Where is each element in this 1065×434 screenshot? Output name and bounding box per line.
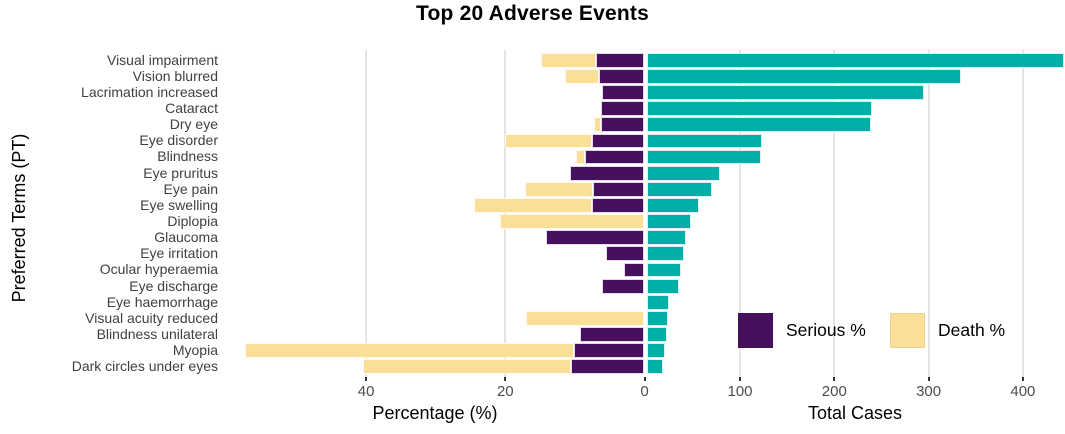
x-tick [833,377,836,381]
bar-serious [570,165,645,181]
gridline-percentage [365,50,368,377]
y-tick-label: Visual acuity reduced [85,309,218,326]
bar-death [363,359,571,375]
legend-swatch-serious [738,313,773,348]
y-tick-label: Glaucoma [154,229,218,246]
y-tick-label: Eye pain [163,180,218,197]
bar-total-cases [646,359,663,375]
bar-serious [602,278,645,294]
bar-total-cases [646,262,681,278]
bar-serious [602,85,645,100]
x-tick [927,377,930,381]
bar-serious [592,181,645,197]
bar-total-cases [646,149,761,165]
y-tick-label: Eye discharge [129,277,218,294]
bar-total-cases [646,278,679,294]
bar-death [526,311,645,326]
x-tick-label: 400 [1010,383,1036,400]
y-tick-label: Diplopia [167,213,218,229]
bar-serious [545,230,645,246]
bar-serious [570,359,645,375]
x-axis-title-total-cases: Total Cases [807,403,903,423]
bar-total-cases [646,214,691,229]
bar-total-cases [646,198,700,213]
bar-serious [580,327,645,342]
x-tick [365,377,368,381]
y-tick-label: Lacrimation increased [81,83,218,100]
gridline-total-cases [1021,50,1024,377]
bar-serious [591,133,645,149]
y-tick-label: Eye haemorrhage [106,293,218,310]
x-tick-label: 40 [357,383,375,400]
gridline-total-cases [833,50,836,377]
x-tick-label: 300 [916,383,942,400]
bar-death [505,133,592,149]
bar-total-cases [646,327,668,342]
x-tick-label: 100 [727,383,753,400]
bar-serious [601,117,645,133]
bar-death [473,198,593,213]
bar-total-cases [646,294,670,310]
bar-total-cases [646,101,872,117]
legend-label-death: Death % [938,320,1006,340]
x-tick [1021,377,1024,381]
x-tick-label: 200 [821,383,847,400]
y-tick-label: Dark circles under eyes [71,358,218,375]
bar-serious [595,52,645,68]
bar-death [540,52,596,68]
y-tick-label: Eye pruritus [143,164,218,181]
bar-total-cases [646,52,1065,68]
bar-serious [601,101,645,117]
bar-total-cases [646,165,721,181]
y-tick-label: Dry eye [169,116,218,133]
y-tick-label: Eye swelling [140,196,218,213]
bar-serious [606,246,645,262]
y-tick-label: Eye irritation [140,245,218,262]
gridline-total-cases [739,50,741,377]
bar-serious [574,343,645,359]
bar-serious [584,149,645,165]
legend-label-serious: Serious % [786,320,866,340]
bar-death [565,68,599,84]
bar-total-cases [646,68,961,84]
bar-total-cases [646,85,924,100]
y-tick-label: Myopia [172,342,218,359]
y-tick-label: Cataract [165,100,218,117]
y-tick-label: Eye disorder [139,132,218,149]
x-tick [643,377,646,381]
gridline-percentage [504,50,507,377]
y-tick-label: Visual impairment [106,51,218,68]
bar-death [575,149,585,165]
bar-total-cases [646,230,687,246]
x-tick [739,377,741,381]
y-tick-label: Blindness unilateral [96,325,218,342]
chart-title: Top 20 Adverse Events [416,2,649,25]
y-tick-label: Ocular hyperaemia [99,261,218,278]
x-tick-label: 20 [496,383,514,400]
bar-death [244,343,575,359]
bar-total-cases [646,181,712,197]
y-tick-label: Vision blurred [132,67,218,84]
bar-total-cases [646,133,762,149]
x-tick-label: 0 [640,383,649,400]
bar-serious [598,68,645,84]
legend-swatch-death [890,313,925,348]
bar-total-cases [646,246,685,262]
bar-total-cases [646,311,669,326]
gridline-total-cases [927,50,930,377]
bar-serious [592,198,645,213]
bar-death [594,117,602,133]
bar-serious [623,262,645,278]
bar-total-cases [646,117,872,133]
x-tick [504,377,507,381]
x-axis-title-percentage: Percentage (%) [372,403,498,423]
bar-death [499,214,645,229]
y-tick-label: Blindness [157,148,218,165]
bar-total-cases [646,343,665,359]
bar-death [525,181,593,197]
